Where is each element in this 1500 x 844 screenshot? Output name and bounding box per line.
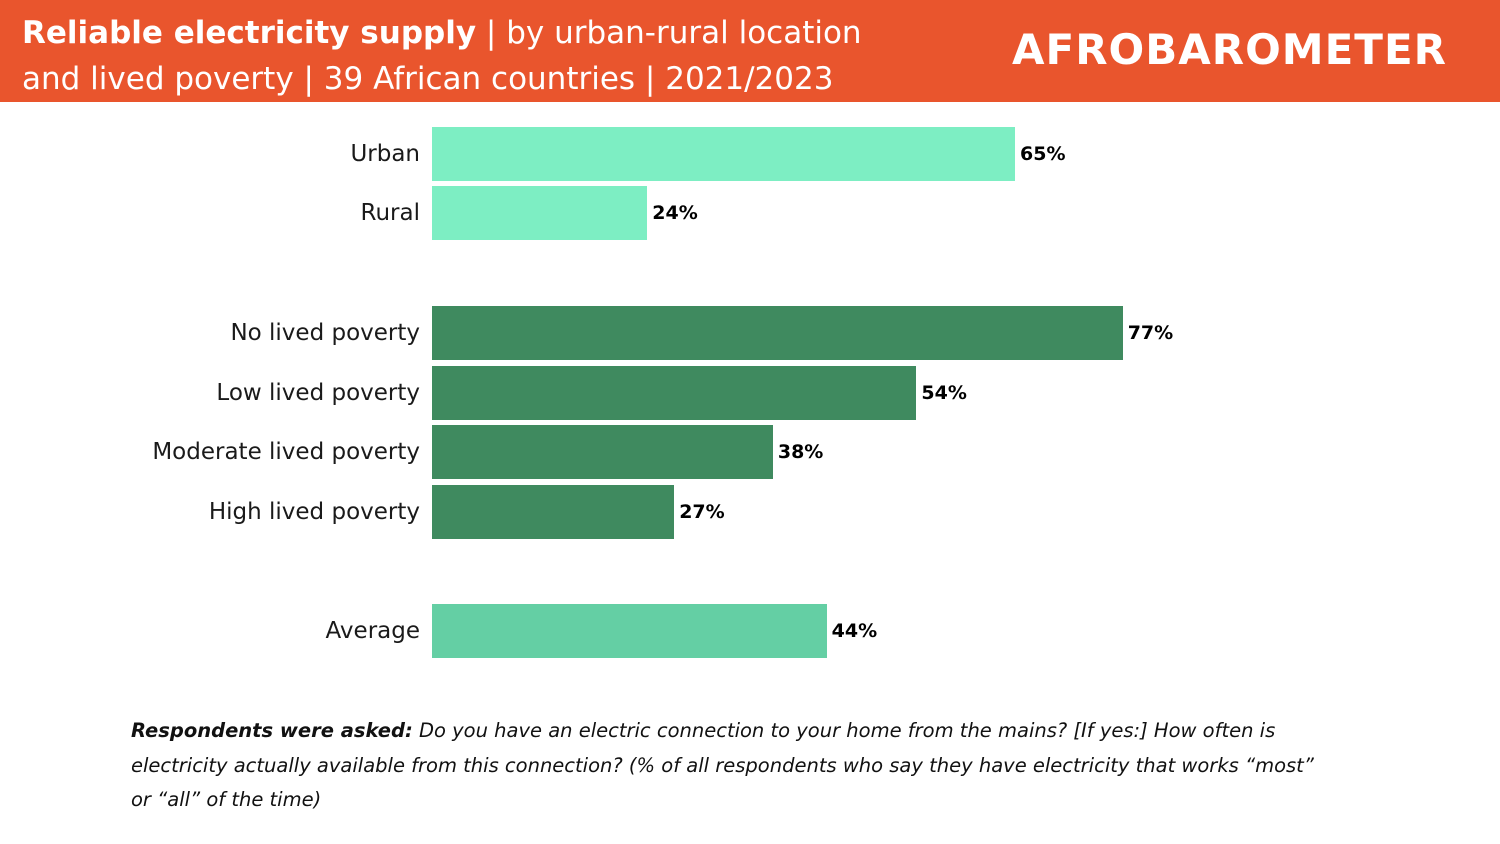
value-label: 27% [679,501,725,523]
category-label: Urban [350,141,420,167]
category-label: Average [325,618,420,644]
value-label: 77% [1127,322,1174,344]
bar [432,186,648,240]
title-line2: and lived poverty | 39 African countries… [22,61,834,97]
chart-title: Reliable electricity supply | by urban-r… [22,10,982,102]
category-label: Rural [360,200,420,226]
title-bold: Reliable electricity supply [22,15,477,51]
header-banner: Reliable electricity supply | by urban-r… [0,0,1500,102]
bar [432,425,773,479]
value-label: 44% [831,620,878,642]
afrobarometer-logo: AFROBAROMETER [1012,25,1447,74]
bar [432,485,675,539]
value-label: 65% [1020,143,1066,165]
category-label: High lived poverty [208,499,420,525]
value-label: 24% [652,202,698,224]
value-label: 38% [777,441,824,463]
category-label: No lived poverty [230,320,420,346]
footnote-text: Do you have an electric connection to yo… [131,719,1314,811]
bar [432,306,1123,360]
title-rest-line1: | by urban-rural location [476,15,862,51]
bar [432,604,827,658]
value-label: 54% [921,382,967,404]
category-label: Low lived poverty [216,380,420,406]
bar [432,366,917,420]
bar [432,127,1016,181]
category-label: Moderate lived poverty [152,439,420,465]
footnote: Respondents were asked: Do you have an e… [131,714,1331,818]
footnote-bold: Respondents were asked: [131,719,413,742]
bar-chart: Urban 65% Rural 24% No lived poverty 77% Low l… [152,127,1174,658]
